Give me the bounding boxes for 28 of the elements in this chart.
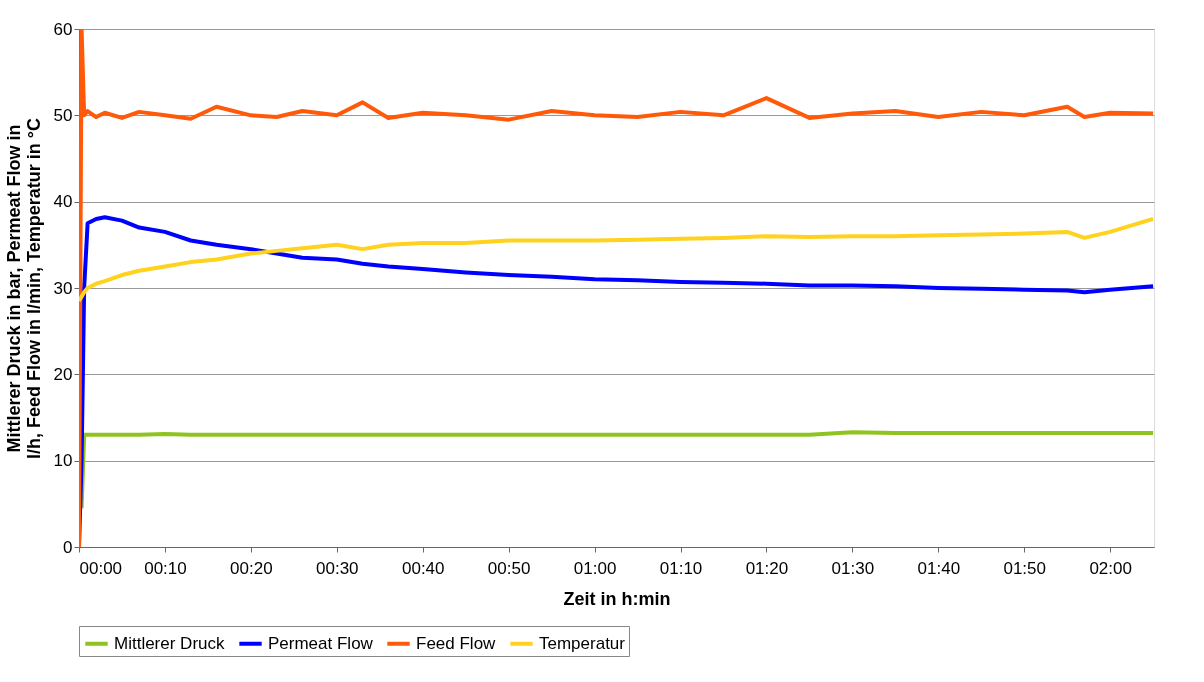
- legend-label: Permeat Flow: [268, 633, 374, 653]
- legend-label: Mittlerer Druck: [114, 633, 226, 653]
- x-tick-label: 01:30: [831, 558, 875, 578]
- x-tick-label: 01:10: [659, 558, 703, 578]
- x-tick-label: 02:00: [1089, 558, 1132, 578]
- legend-label: Temperatur: [539, 633, 626, 653]
- x-tick-label: 01:50: [1003, 558, 1046, 578]
- x-tick-label: 00:40: [401, 558, 445, 578]
- x-tick-label: 00:50: [487, 558, 531, 578]
- line-series: [79, 430, 1154, 511]
- y-tick-label: 30: [53, 278, 73, 298]
- y-axis-title: Mittlerer Druck in bar, Permeat Flow in l/h, Feed Flow in l/min, Temperatur in °C: [3, 118, 44, 459]
- x-tick-label: 01:20: [745, 558, 789, 578]
- x-tick-label: 01:40: [917, 558, 961, 578]
- y-tick-label: 10: [53, 451, 73, 471]
- x-tick-label: 00:30: [316, 558, 359, 578]
- y-tick-label: 20: [53, 364, 73, 384]
- x-axis-title: Zeit in h:min: [563, 588, 671, 609]
- legend-label: Feed Flow: [416, 633, 497, 653]
- x-tick-label: 00:20: [230, 558, 273, 578]
- y-tick-label: 40: [53, 192, 73, 212]
- y-tick-label: 50: [53, 105, 73, 125]
- line-series: [79, 216, 1154, 303]
- x-tick-label: 01:00: [573, 558, 617, 578]
- x-tick-label: 00:00: [79, 558, 123, 578]
- y-tick-label: 60: [53, 19, 73, 39]
- y-tick-label: 0: [63, 537, 73, 557]
- x-tick-label: 00:10: [144, 558, 187, 578]
